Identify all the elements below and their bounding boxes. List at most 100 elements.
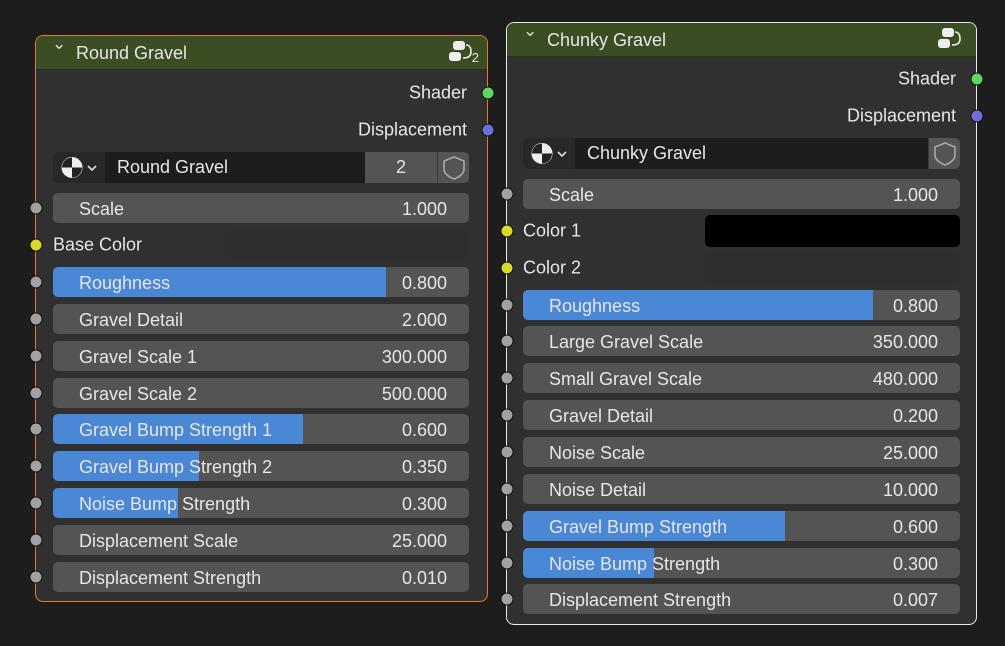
number-field-displacement-strength[interactable]: Displacement Strength 0.007 [523, 584, 960, 615]
number-field-scale[interactable]: Scale 1.000 [53, 193, 469, 223]
input-socket-roughness[interactable] [500, 298, 514, 312]
material-browse-icon[interactable] [529, 141, 573, 166]
number-field-large-gravel-scale[interactable]: Large Gravel Scale 350.000 [523, 326, 960, 357]
input-socket-color-1[interactable] [500, 224, 514, 238]
material-datablock-selector[interactable]: Chunky Gravel [523, 138, 960, 169]
input-socket-displacement-strength[interactable] [29, 570, 43, 584]
number-field-small-gravel-scale[interactable]: Small Gravel Scale 480.000 [523, 363, 960, 394]
slider-noise-bump-strength[interactable]: Noise Bump Strength 0.300 [523, 547, 960, 578]
input-socket-gravel-scale-1[interactable] [29, 349, 43, 363]
input-socket-gravel-bump-strength-1[interactable] [29, 422, 43, 436]
field-label: Displacement Strength [549, 590, 732, 611]
number-field-gravel-scale-2[interactable]: Gravel Scale 2 500.000 [53, 377, 469, 408]
output-label-shader: Shader [408, 82, 467, 103]
slider-fill [53, 488, 178, 519]
input-socket-noise-detail[interactable] [500, 482, 514, 496]
slider-noise-bump-strength[interactable]: Noise Bump Strength 0.300 [53, 488, 469, 519]
slider-fill [523, 510, 786, 541]
input-socket-gravel-bump-strength[interactable] [500, 519, 514, 533]
input-socket-scale[interactable] [500, 187, 514, 201]
input-socket-displacement-scale[interactable] [29, 533, 43, 547]
input-socket-gravel-scale-2[interactable] [29, 386, 43, 399]
collapse-chevron-icon[interactable]: ⌄ [523, 21, 538, 40]
output-socket-displacement[interactable] [970, 109, 984, 123]
number-field-gravel-detail[interactable]: Gravel Detail 0.200 [523, 400, 960, 431]
field-value: 0.300 [892, 553, 938, 574]
node-header[interactable]: ⌄ Round Gravel 2 [36, 34, 487, 70]
slider-gravel-bump-strength[interactable]: Gravel Bump Strength 0.600 [523, 510, 960, 541]
field-label: Large Gravel Scale [549, 332, 704, 353]
input-socket-displacement-strength[interactable] [500, 592, 514, 606]
field-label: Roughness [549, 295, 641, 316]
field-label: Scale [549, 185, 595, 205]
input-socket-large-gravel-scale[interactable] [500, 334, 514, 348]
datablock-name-field[interactable]: Chunky Gravel [575, 138, 928, 169]
fake-user-shield-icon[interactable] [928, 138, 960, 169]
slider-fill [53, 414, 303, 445]
node-title: Chunky Gravel [547, 30, 667, 50]
slider-roughness[interactable]: Roughness 0.800 [53, 266, 469, 297]
field-value: 0.300 [401, 494, 447, 515]
datablock-name-field[interactable]: Round Gravel [105, 152, 365, 183]
color-swatch-color-2[interactable] [705, 251, 960, 284]
color-swatch-color-1[interactable] [705, 214, 960, 247]
field-value: 0.800 [401, 272, 447, 293]
slider-gravel-bump-strength-1[interactable]: Gravel Bump Strength 1 0.600 [53, 414, 469, 445]
output-socket-shader[interactable] [481, 86, 495, 100]
node-round-gravel[interactable]: ⌄ Round Gravel 2 Shader Displacement Round Gr… [29, 34, 495, 602]
node-chunky-gravel[interactable]: ⌄ Chunky Gravel Shader Displacement Chunky G… [500, 21, 984, 625]
field-value: 1.000 [892, 185, 938, 205]
field-label: Noise Bump Strength [549, 553, 721, 574]
number-field-noise-scale[interactable]: Noise Scale 25.000 [523, 436, 960, 467]
fake-user-shield-icon[interactable] [437, 152, 469, 183]
field-value: 480.000 [872, 369, 938, 390]
field-label: Small Gravel Scale [549, 369, 703, 390]
field-value: 10.000 [882, 479, 938, 500]
input-socket-gravel-detail[interactable] [29, 312, 43, 326]
number-field-gravel-detail[interactable]: Gravel Detail 2.000 [53, 303, 469, 334]
output-socket-displacement[interactable] [481, 123, 495, 137]
color-swatch-base-color[interactable] [226, 228, 469, 261]
number-field-displacement-strength[interactable]: Displacement Strength 0.010 [53, 562, 469, 592]
field-value: 0.010 [401, 568, 447, 588]
input-socket-base-color[interactable] [29, 238, 43, 252]
material-browse-icon[interactable] [59, 155, 103, 180]
input-socket-roughness[interactable] [29, 275, 43, 289]
field-label: Gravel Bump Strength 1 [79, 420, 273, 441]
field-label: Roughness [79, 272, 171, 293]
input-socket-noise-scale[interactable] [500, 445, 514, 459]
input-socket-gravel-bump-strength-2[interactable] [29, 459, 43, 473]
user-count-button[interactable]: 2 [365, 152, 437, 183]
node-header[interactable]: ⌄ Chunky Gravel [507, 21, 976, 57]
number-field-displacement-scale[interactable]: Displacement Scale 25.000 [53, 525, 469, 556]
output-socket-shader[interactable] [970, 72, 984, 86]
slider-fill [523, 289, 873, 320]
input-socket-color-2[interactable] [500, 261, 514, 275]
slider-gravel-bump-strength-2[interactable]: Gravel Bump Strength 2 0.350 [53, 451, 469, 482]
number-field-scale[interactable]: Scale 1.000 [523, 179, 960, 209]
input-socket-small-gravel-scale[interactable] [500, 371, 514, 385]
field-value: 25.000 [882, 442, 938, 463]
node-group-icon[interactable] [447, 39, 477, 65]
field-value: 350.000 [872, 332, 938, 353]
material-datablock-selector[interactable]: Round Gravel 2 [53, 152, 469, 183]
node-group-icon[interactable] [936, 26, 966, 52]
input-socket-scale[interactable] [29, 201, 43, 215]
field-value: 2.000 [401, 309, 447, 330]
field-label: Gravel Bump Strength 2 [79, 457, 273, 478]
field-label: Gravel Detail [79, 309, 184, 330]
field-label: Gravel Scale 1 [79, 346, 198, 367]
number-field-noise-detail[interactable]: Noise Detail 10.000 [523, 473, 960, 504]
field-label: Displacement Strength [79, 568, 262, 588]
slider-fill [53, 451, 199, 482]
slider-fill [523, 547, 655, 578]
field-value: 25.000 [391, 531, 447, 552]
field-value: 0.350 [401, 457, 447, 478]
input-socket-gravel-detail[interactable] [500, 408, 514, 422]
field-label: Gravel Scale 2 [79, 383, 198, 404]
input-socket-noise-bump-strength[interactable] [500, 556, 514, 569]
input-socket-noise-bump-strength[interactable] [29, 496, 43, 510]
slider-roughness[interactable]: Roughness 0.800 [523, 289, 960, 320]
number-field-gravel-scale-1[interactable]: Gravel Scale 1 300.000 [53, 340, 469, 371]
collapse-chevron-icon[interactable]: ⌄ [52, 34, 67, 53]
